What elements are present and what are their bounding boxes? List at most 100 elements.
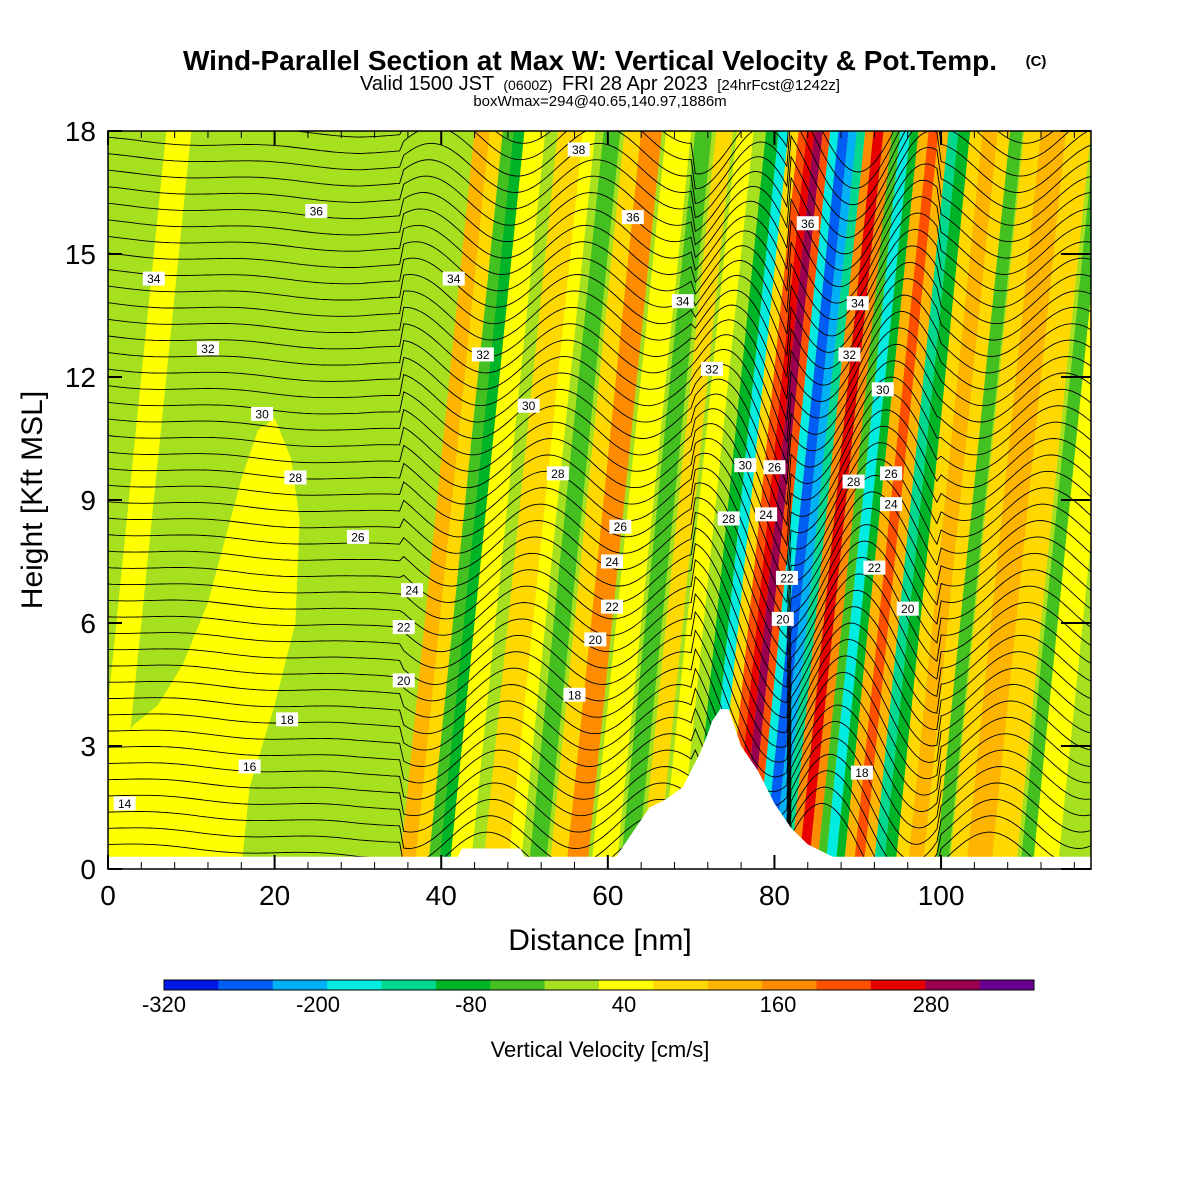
contour-label: 38 (567, 142, 590, 157)
velocity-band (895, 131, 983, 869)
chart-title: Wind-Parallel Section at Max W: Vertical… (183, 45, 997, 76)
colorbar-swatch (381, 980, 437, 990)
potential-temperature-contours (108, 131, 1091, 869)
colorbar-swatch (599, 980, 654, 990)
contour-label: 30 (251, 406, 274, 421)
contour-label: 30 (871, 382, 894, 397)
theta-contour (108, 228, 1091, 337)
velocity-band (528, 131, 621, 869)
theta-contour (108, 786, 1091, 869)
velocity-band (907, 131, 998, 869)
contour-label: 26 (763, 460, 786, 475)
theta-contour (108, 573, 1091, 733)
theta-contour (108, 655, 1091, 808)
theta-contour (108, 245, 1091, 356)
velocity-band (723, 131, 807, 869)
contour-label: 18 (563, 687, 586, 702)
contour-label: 26 (609, 519, 632, 534)
theta-contour (108, 278, 1091, 400)
theta-contour (108, 131, 1091, 222)
contour-label-bg (284, 470, 307, 485)
contour-label-bg (392, 673, 415, 688)
velocity-band (1032, 294, 1091, 869)
y-tick-label: 0 (80, 854, 96, 885)
colorbar-swatch (653, 980, 709, 990)
x-tick-label: 0 (100, 880, 116, 911)
contour-label-bg (775, 570, 798, 585)
colorbar-swatch (164, 980, 219, 990)
valid-date: FRI 28 Apr 2023 (562, 73, 708, 95)
x-tick-label: 100 (918, 880, 965, 911)
contour-label: 22 (863, 560, 886, 575)
contour-label-text: 32 (201, 342, 215, 356)
contour-label-bg (546, 466, 569, 481)
theta-contour (108, 491, 1091, 656)
colorbar-tick-label: -320 (142, 992, 186, 1017)
colorbar-swatch (272, 980, 328, 990)
contour-label-bg (896, 601, 919, 616)
contour-label-text: 16 (243, 760, 257, 774)
theta-contour (108, 458, 1091, 622)
contour-label-bg (880, 466, 903, 481)
contour-label-bg (196, 341, 219, 356)
colorbar-label: Vertical Velocity [cm/s] (491, 1037, 710, 1062)
velocity-band (713, 131, 799, 869)
theta-contour (108, 622, 1091, 778)
velocity-band (835, 131, 919, 869)
velocity-band (935, 131, 1023, 869)
contour-label: 30 (734, 458, 757, 473)
theta-contour (108, 704, 1091, 852)
contour-label: 28 (284, 470, 307, 485)
contour-labels: 14 16 18 20 22 24 26 28 30 32 34 36 38 36 34 34 32 32 30 28… (113, 142, 919, 811)
contour-label-text: 28 (289, 471, 303, 485)
colorbar-swatch (979, 980, 1035, 990)
velocity-band (966, 131, 1067, 869)
colorbar-tick-label: 40 (612, 992, 636, 1017)
contour-label-bg (392, 620, 415, 635)
contour-label: 34 (142, 271, 165, 286)
contour-label: 22 (600, 599, 623, 614)
y-tick-label: 15 (65, 239, 96, 270)
theta-contour (108, 753, 1091, 869)
contour-label-text: 22 (868, 561, 882, 575)
theta-contour (108, 638, 1091, 793)
contour-label-bg (850, 765, 873, 780)
contour-label-bg (442, 271, 465, 286)
x-tick-label: 80 (759, 880, 790, 911)
contour-label-text: 22 (397, 621, 411, 635)
contour-label-text: 36 (626, 211, 640, 225)
velocity-band (427, 131, 514, 869)
velocity-band (449, 131, 546, 869)
contour-label-text: 30 (876, 383, 890, 397)
velocity-band (641, 131, 733, 869)
x-axis-label: Distance [nm] (508, 924, 691, 957)
contour-label-text: 34 (851, 297, 865, 311)
contour-label-text: 20 (901, 602, 915, 616)
colorbar-swatch (762, 980, 817, 990)
contour-label-text: 24 (605, 555, 619, 569)
colorbar-swatch (925, 980, 981, 990)
theta-contour (108, 146, 1091, 255)
contour-label-bg (251, 406, 274, 421)
colorbar-tick-label: 280 (913, 992, 950, 1017)
theta-contour (108, 261, 1091, 378)
contour-label-text: 18 (280, 713, 294, 727)
contour-label-text: 20 (776, 612, 790, 626)
contour-label-text: 28 (551, 467, 565, 481)
theta-contour (108, 409, 1091, 567)
contour-label-bg (305, 203, 328, 218)
contour-label: 20 (771, 611, 794, 626)
x-tick-label: 20 (259, 880, 290, 911)
velocity-band (808, 131, 892, 869)
contour-label-bg (763, 460, 786, 475)
y-tick-label: 9 (80, 485, 96, 516)
theta-contour (108, 131, 1090, 206)
contour-label-bg (796, 216, 819, 231)
contour-label-text: 22 (780, 571, 794, 585)
valid-prefix: Valid 1500 JST (360, 73, 494, 95)
velocity-band (507, 131, 596, 869)
velocity-band (922, 131, 1011, 869)
contour-label: 34 (671, 294, 694, 309)
contour-label-bg (700, 361, 723, 376)
